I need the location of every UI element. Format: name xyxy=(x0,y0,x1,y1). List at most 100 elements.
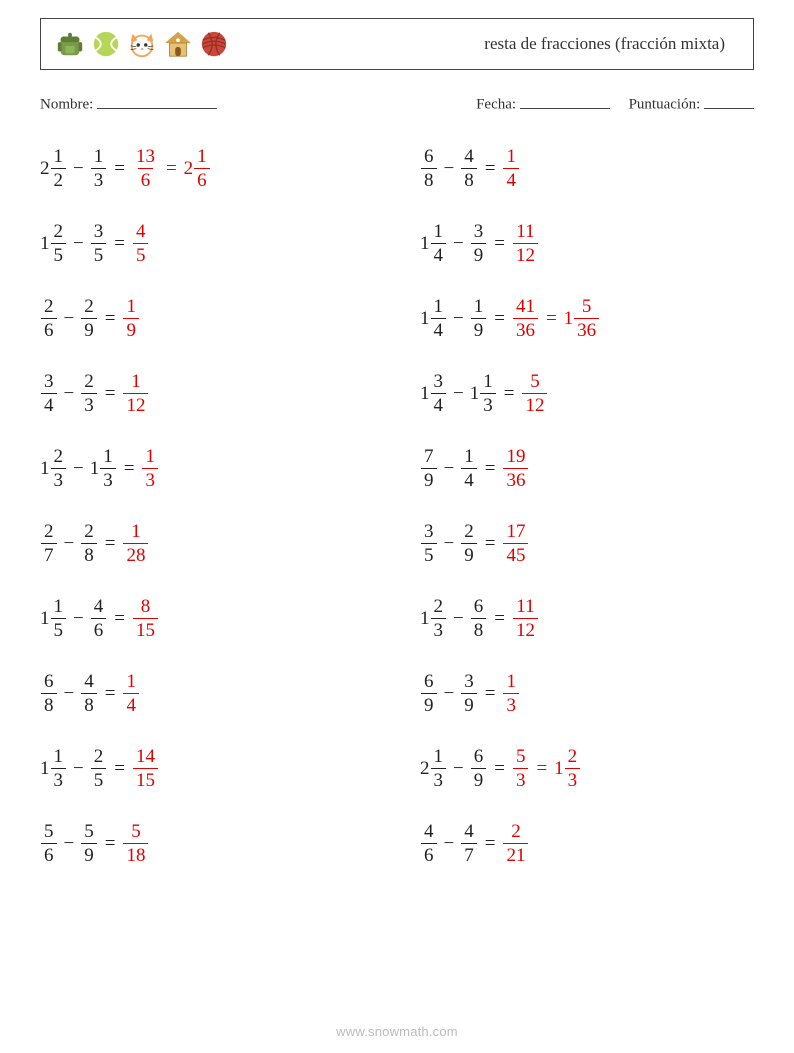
denominator: 3 xyxy=(81,393,97,415)
minus-operator: − xyxy=(444,834,455,853)
answer-term: 221 xyxy=(502,822,529,865)
answer-term: 112 xyxy=(122,372,149,415)
whole-part: 1 xyxy=(420,609,430,628)
problem-row: 26−29=19 xyxy=(40,298,340,340)
denominator: 4 xyxy=(503,168,519,190)
denominator: 3 xyxy=(565,768,581,790)
info-line: Nombre: Fecha: Puntuación: xyxy=(40,92,754,114)
fraction: 1112 xyxy=(513,222,538,265)
numerator: 5 xyxy=(41,822,57,843)
minus-operator: − xyxy=(453,384,464,403)
operand-term: 68 xyxy=(40,672,58,715)
equals-sign: = xyxy=(114,234,125,253)
denominator: 21 xyxy=(503,843,528,865)
operand-term: 13 xyxy=(90,147,108,190)
denominator: 6 xyxy=(194,168,210,190)
name-blank[interactable] xyxy=(97,92,217,109)
denominator: 5 xyxy=(421,543,437,565)
fraction: 79 xyxy=(421,447,437,490)
problem-row: 35−29=1745 xyxy=(420,523,720,565)
fraction: 35 xyxy=(421,522,437,565)
operand-term: 114 xyxy=(420,297,447,340)
equals-sign: = xyxy=(105,309,116,328)
minus-operator: − xyxy=(73,759,84,778)
fraction: 13 xyxy=(100,447,116,490)
equals-sign: = xyxy=(485,684,496,703)
equals-sign: = xyxy=(504,384,515,403)
numerator: 11 xyxy=(513,222,537,243)
minus-operator: − xyxy=(444,459,455,478)
denominator: 28 xyxy=(123,543,148,565)
numerator: 2 xyxy=(431,597,447,618)
fraction: 13 xyxy=(431,747,447,790)
answer-term: 13 xyxy=(141,447,159,490)
problem-row: 123−68=1112 xyxy=(420,598,720,640)
denominator: 36 xyxy=(574,318,599,340)
backpack-icon xyxy=(55,29,85,59)
equals-sign: = xyxy=(485,159,496,178)
denominator: 9 xyxy=(471,243,487,265)
problem-row: 114−39=1112 xyxy=(420,223,720,265)
numerator: 1 xyxy=(128,522,144,543)
fraction: 13 xyxy=(480,372,496,415)
denominator: 12 xyxy=(522,393,547,415)
fraction: 23 xyxy=(51,447,67,490)
numerator: 3 xyxy=(41,372,57,393)
answer-term: 13 xyxy=(502,672,520,715)
house-icon xyxy=(163,29,193,59)
operand-term: 48 xyxy=(460,147,478,190)
denominator: 4 xyxy=(431,243,447,265)
date-blank[interactable] xyxy=(520,92,610,109)
equals-sign: = xyxy=(494,609,505,628)
operand-term: 34 xyxy=(40,372,58,415)
score-blank[interactable] xyxy=(704,92,754,109)
operand-term: 39 xyxy=(470,222,488,265)
fraction: 14 xyxy=(503,147,519,190)
fraction: 25 xyxy=(51,222,67,265)
numerator: 6 xyxy=(41,672,57,693)
fraction: 46 xyxy=(421,822,437,865)
numerator: 1 xyxy=(142,447,158,468)
problem-row: 213−69=53=123 xyxy=(420,748,720,790)
numerator: 1 xyxy=(123,672,139,693)
denominator: 8 xyxy=(471,618,487,640)
problem-row: 79−14=1936 xyxy=(420,448,720,490)
numerator: 3 xyxy=(421,522,437,543)
fraction: 14 xyxy=(461,447,477,490)
problem-row: 46−47=221 xyxy=(420,823,720,865)
operand-term: 68 xyxy=(420,147,438,190)
numerator: 11 xyxy=(513,597,537,618)
fraction: 518 xyxy=(123,822,148,865)
fraction: 47 xyxy=(461,822,477,865)
answer-term: 815 xyxy=(132,597,159,640)
denominator: 6 xyxy=(41,318,57,340)
whole-part: 1 xyxy=(90,459,100,478)
numerator: 1 xyxy=(123,297,139,318)
denominator: 5 xyxy=(133,243,149,265)
numerator: 1 xyxy=(503,672,519,693)
fraction: 815 xyxy=(133,597,158,640)
denominator: 4 xyxy=(123,693,139,715)
numerator: 5 xyxy=(128,822,144,843)
answer-term: 1112 xyxy=(512,222,539,265)
denominator: 7 xyxy=(41,543,57,565)
fraction: 68 xyxy=(41,672,57,715)
answer-term: 45 xyxy=(132,222,150,265)
numerator: 1 xyxy=(480,372,496,393)
fraction: 68 xyxy=(421,147,437,190)
whole-part: 1 xyxy=(40,459,50,478)
fraction: 27 xyxy=(41,522,57,565)
denominator: 6 xyxy=(91,618,107,640)
minus-operator: − xyxy=(73,234,84,253)
numerator: 4 xyxy=(461,147,477,168)
numerator: 2 xyxy=(461,522,477,543)
footer-watermark: www.snowmath.com xyxy=(0,1024,794,1039)
minus-operator: − xyxy=(64,534,75,553)
answer-term: 1415 xyxy=(132,747,159,790)
answer-term: 136 xyxy=(132,147,159,190)
answer-term: 512 xyxy=(521,372,548,415)
denominator: 3 xyxy=(480,393,496,415)
denominator: 6 xyxy=(138,168,154,190)
denominator: 9 xyxy=(81,843,97,865)
minus-operator: − xyxy=(73,159,84,178)
